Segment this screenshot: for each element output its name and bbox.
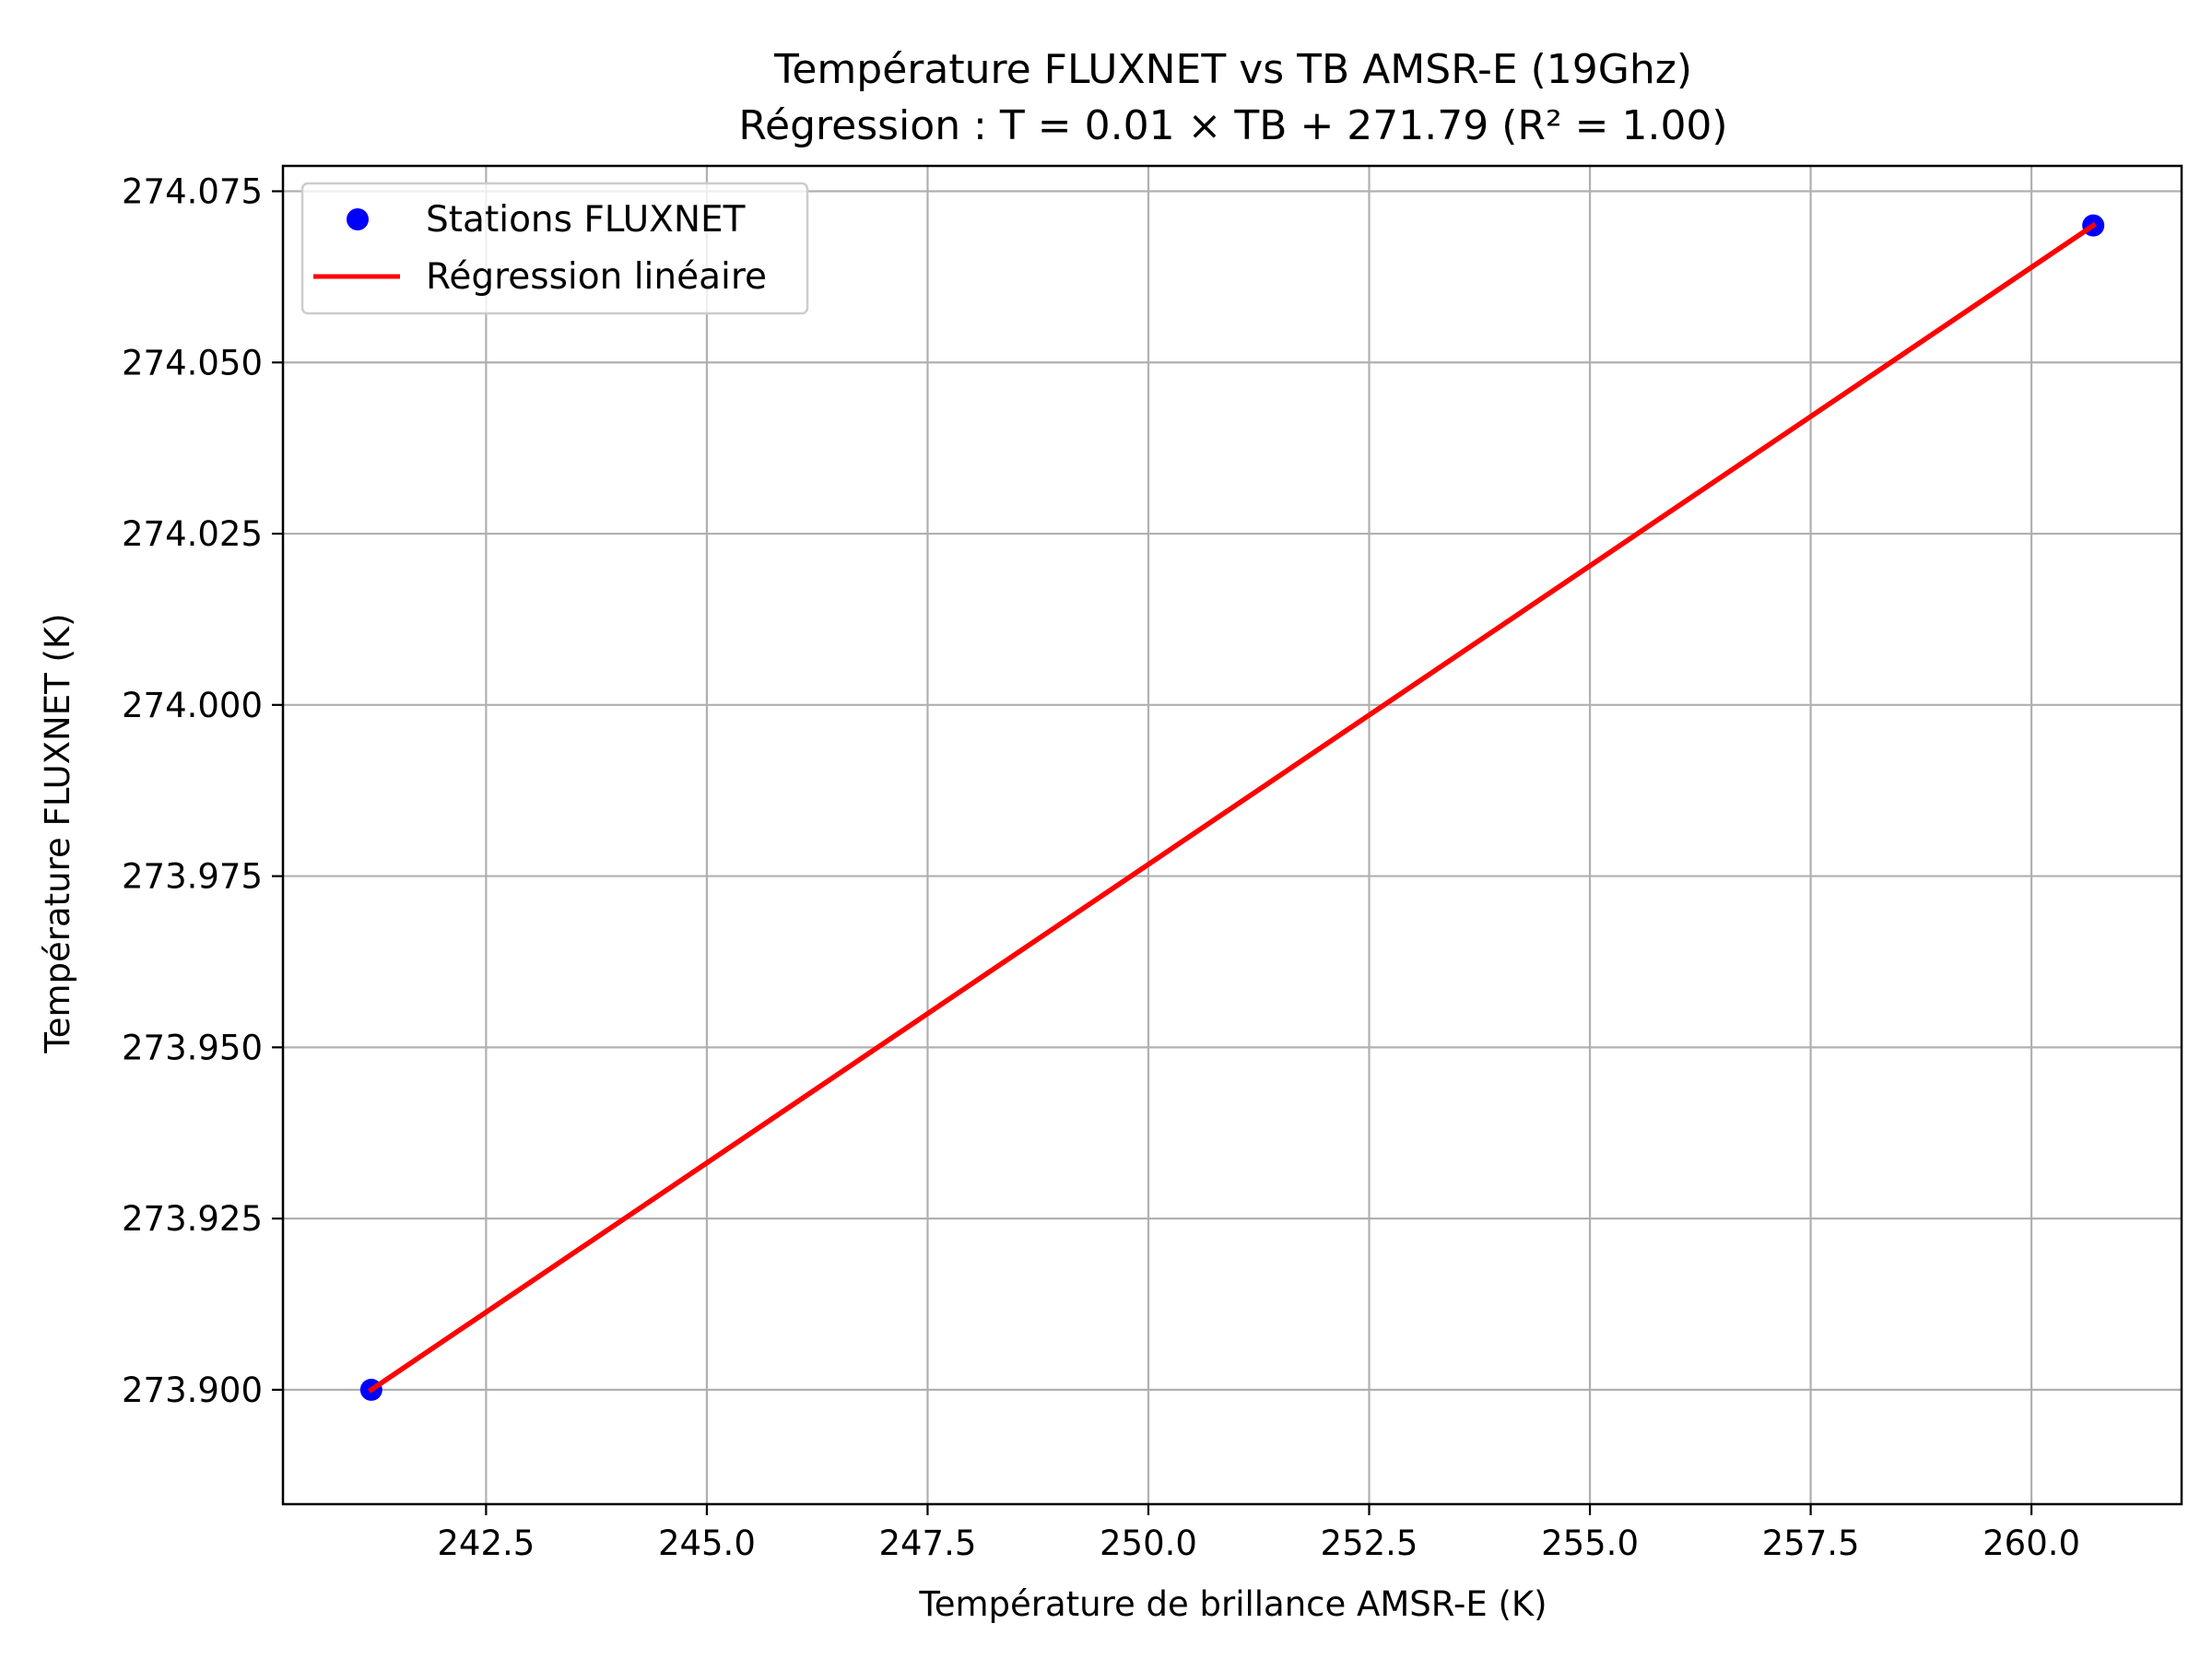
x-tick-label: 250.0 xyxy=(1100,1524,1197,1563)
y-tick-label: 274.000 xyxy=(122,686,263,725)
legend: Stations FLUXNET Régression linéaire xyxy=(300,182,809,315)
chart-subtitle: Régression : T = 0.01 × TB + 271.79 (R² … xyxy=(738,102,1727,149)
y-tick-label: 273.975 xyxy=(122,857,263,897)
legend-label-scatter: Stations FLUXNET xyxy=(426,199,746,241)
y-tick-label: 273.950 xyxy=(122,1028,263,1067)
x-tick-label: 255.0 xyxy=(1541,1524,1639,1563)
legend-box xyxy=(300,182,809,315)
regression-line xyxy=(367,221,2098,1394)
axis-ticks: 242.5 245.0 247.5 250.0 252.5 255.0 257.5 260.0… xyxy=(122,171,2080,1563)
grid xyxy=(283,166,2182,1504)
y-tick-label: 274.075 xyxy=(122,171,263,211)
y-tick-label: 274.050 xyxy=(122,343,263,382)
x-tick-label: 245.0 xyxy=(658,1524,756,1563)
x-tick-label: 257.5 xyxy=(1762,1524,1860,1563)
x-axis-label: Température de brillance AMSR-E (K) xyxy=(918,1584,1547,1624)
plot-area xyxy=(359,214,2105,1401)
x-tick-label: 260.0 xyxy=(1983,1524,2080,1563)
plot-frame xyxy=(281,164,2183,1506)
x-tick-label: 252.5 xyxy=(1321,1524,1418,1563)
x-tick-label: 242.5 xyxy=(437,1524,535,1563)
y-tick-label: 274.025 xyxy=(122,514,263,554)
y-tick-label: 273.900 xyxy=(122,1371,263,1410)
y-tick-label: 273.925 xyxy=(122,1199,263,1239)
legend-scatter-marker xyxy=(347,208,369,230)
x-tick-label: 247.5 xyxy=(878,1524,976,1563)
legend-label-line: Régression linéaire xyxy=(426,256,767,298)
y-axis-label: Température FLUXNET (K) xyxy=(38,613,77,1053)
chart-title: Température FLUXNET vs TB AMSR-E (19Ghz) xyxy=(773,46,1692,93)
